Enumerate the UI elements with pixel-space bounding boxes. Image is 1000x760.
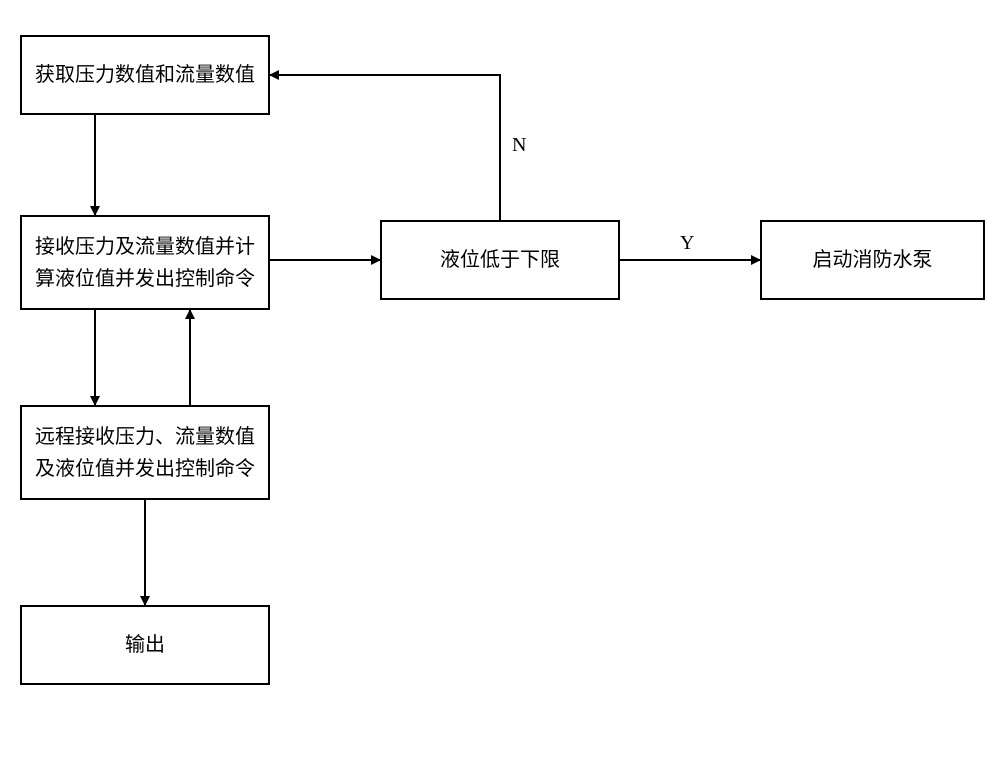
node-text: 接收压力及流量数值并计算液位值并发出控制命令 <box>30 231 260 295</box>
flowchart-node-output: 输出 <box>20 605 270 685</box>
node-text: 输出 <box>125 629 165 661</box>
flowchart-node-remote-receive: 远程接收压力、流量数值及液位值并发出控制命令 <box>20 405 270 500</box>
flowchart-node-acquire: 获取压力数值和流量数值 <box>20 35 270 115</box>
node-text: 液位低于下限 <box>440 244 560 276</box>
flowchart-node-receive-calc: 接收压力及流量数值并计算液位值并发出控制命令 <box>20 215 270 310</box>
node-text: 启动消防水泵 <box>813 244 933 276</box>
edge-label-yes: Y <box>680 232 694 255</box>
flowchart-node-start-pump: 启动消防水泵 <box>760 220 985 300</box>
node-text: 获取压力数值和流量数值 <box>35 59 255 91</box>
edge-label-no: N <box>512 134 526 157</box>
flowchart-node-level-check: 液位低于下限 <box>380 220 620 300</box>
node-text: 远程接收压力、流量数值及液位值并发出控制命令 <box>30 421 260 485</box>
